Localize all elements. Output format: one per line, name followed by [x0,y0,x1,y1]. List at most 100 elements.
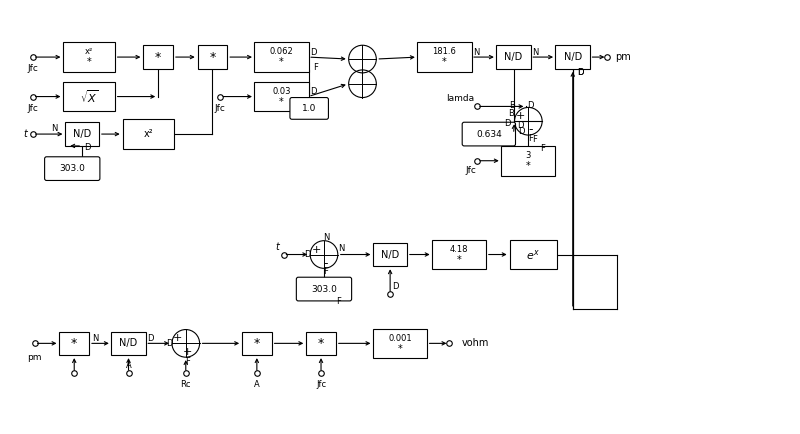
Text: x²: x² [143,129,153,139]
Text: D: D [166,339,172,348]
Bar [496,45,531,69]
Text: B: B [509,109,514,118]
Text: *: * [279,97,284,107]
Bar [432,240,486,270]
Text: *: * [210,51,215,63]
Text: Rc: Rc [181,380,191,389]
Bar [254,42,309,72]
FancyBboxPatch shape [296,277,352,301]
Bar [122,119,174,149]
Text: D: D [527,101,534,110]
Text: N/D: N/D [119,339,138,349]
Text: -: - [528,123,533,136]
Text: +: + [311,245,321,255]
Text: D: D [304,250,310,259]
Text: t: t [23,129,27,139]
Text: *: * [155,51,162,63]
Text: 4.18: 4.18 [450,245,469,254]
Text: N/D: N/D [564,52,582,62]
Text: D: D [147,334,154,343]
Text: lamda: lamda [446,94,474,103]
Text: F: F [528,134,533,142]
Text: *: * [86,57,91,67]
Text: 0.634: 0.634 [476,130,502,138]
Text: 0.03: 0.03 [272,87,290,96]
Text: A: A [254,380,260,389]
Bar [418,42,471,72]
Text: 1.0: 1.0 [302,104,316,113]
Bar [254,82,309,112]
Text: 0.001: 0.001 [388,334,412,342]
Bar [373,329,427,358]
Text: pm: pm [27,353,42,362]
Bar [306,332,336,355]
Text: F: F [323,267,328,276]
Text: D: D [504,119,510,128]
Text: F: F [540,145,545,153]
Text: Jfc: Jfc [316,380,326,389]
Text: *: * [318,337,324,350]
Text: D: D [577,69,583,77]
FancyBboxPatch shape [462,122,515,146]
Text: 303.0: 303.0 [311,285,337,293]
Text: $\sqrt{X}$: $\sqrt{X}$ [80,88,98,105]
Text: t: t [276,242,279,252]
Text: F: F [532,135,537,144]
Text: N: N [473,48,479,57]
Text: 303.0: 303.0 [59,164,85,173]
Text: *: * [442,57,446,67]
Text: D: D [310,48,316,57]
Text: *: * [526,161,530,171]
Text: N: N [532,48,538,57]
Text: *: * [279,57,284,67]
FancyBboxPatch shape [45,157,100,181]
Text: 3: 3 [526,151,531,160]
Text: D: D [392,282,398,291]
Text: F: F [336,297,341,306]
Text: N/D: N/D [381,250,399,260]
Bar [373,243,407,266]
Text: *: * [398,344,402,354]
Text: vohm: vohm [462,339,489,349]
Text: *: * [457,255,462,265]
Bar [501,146,555,175]
Text: N: N [92,334,98,343]
Text: D: D [577,69,583,77]
Text: D: D [518,127,525,135]
Text: pm: pm [615,52,631,62]
Bar [198,45,227,69]
Text: +: + [173,333,182,343]
Text: D: D [518,121,524,130]
Bar [143,45,173,69]
Text: Jfc: Jfc [27,104,38,113]
Text: x²: x² [85,47,93,56]
Bar [63,42,114,72]
Text: D: D [310,87,316,96]
Text: +: + [516,111,525,122]
Bar [510,240,557,270]
FancyBboxPatch shape [290,98,329,119]
Text: A: A [126,361,131,370]
Text: +: + [183,347,193,357]
Bar [63,82,114,112]
Text: *: * [71,337,78,350]
Bar [555,45,590,69]
Text: $e^x$: $e^x$ [526,247,540,262]
Text: *: * [254,337,260,350]
Bar [242,332,272,355]
Text: Jfc: Jfc [27,64,38,73]
Text: F: F [313,63,318,72]
Text: 0.062: 0.062 [270,47,294,56]
Text: F: F [186,357,190,365]
Bar [111,332,146,355]
Text: Jfc: Jfc [215,104,226,113]
Text: -: - [324,257,328,270]
Bar [59,332,89,355]
Text: N: N [51,124,58,133]
Text: N/D: N/D [505,52,522,62]
Text: Jfc: Jfc [466,166,477,175]
Text: N: N [322,233,329,242]
Text: 181.6: 181.6 [433,47,456,56]
Text: D: D [84,143,90,152]
Text: B: B [510,101,515,110]
